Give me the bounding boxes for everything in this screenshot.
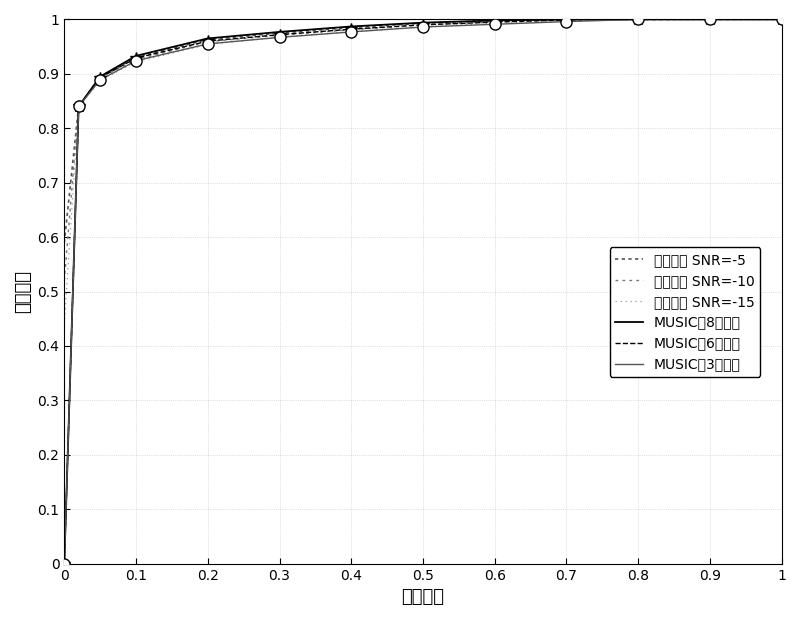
- MUSIC（6阵元）: [490, 19, 499, 26]
- 能量算法 SNR=-5: [203, 36, 213, 43]
- 能量算法 SNR=-10: [634, 16, 643, 23]
- 能量算法 SNR=-5: [562, 16, 571, 23]
- 能量算法 SNR=-5: [95, 73, 105, 80]
- MUSIC（3阵元）: [346, 28, 356, 35]
- MUSIC（3阵元）: [490, 20, 499, 28]
- 能量算法 SNR=-5: [418, 19, 428, 27]
- MUSIC（3阵元）: [418, 24, 428, 31]
- 能量算法 SNR=-10: [203, 38, 213, 45]
- 能量算法 SNR=-10: [274, 32, 284, 39]
- 能量算法 SNR=-15: [274, 33, 284, 41]
- MUSIC（6阵元）: [95, 74, 105, 81]
- 能量算法 SNR=-10: [418, 21, 428, 29]
- MUSIC（8阵元）: [74, 103, 83, 110]
- MUSIC（6阵元）: [274, 31, 284, 38]
- 能量算法 SNR=-15: [59, 321, 69, 328]
- MUSIC（8阵元）: [131, 52, 141, 60]
- MUSIC（8阵元）: [562, 16, 571, 23]
- MUSIC（6阵元）: [705, 16, 714, 23]
- MUSIC（8阵元）: [274, 28, 284, 35]
- MUSIC（8阵元）: [777, 16, 786, 23]
- MUSIC（6阵元）: [418, 21, 428, 29]
- 能量算法 SNR=-5: [74, 103, 83, 110]
- MUSIC（6阵元）: [346, 25, 356, 33]
- 能量算法 SNR=-15: [346, 28, 356, 35]
- 能量算法 SNR=-10: [74, 103, 83, 110]
- 能量算法 SNR=-10: [705, 16, 714, 23]
- MUSIC（3阵元）: [777, 16, 786, 23]
- MUSIC（6阵元）: [634, 16, 643, 23]
- 能量算法 SNR=-15: [418, 24, 428, 31]
- MUSIC（6阵元）: [59, 560, 69, 567]
- 能量算法 SNR=-5: [59, 239, 69, 246]
- 能量算法 SNR=-5: [490, 17, 499, 24]
- 能量算法 SNR=-10: [777, 16, 786, 23]
- Line: MUSIC（8阵元）: MUSIC（8阵元）: [64, 19, 782, 564]
- MUSIC（3阵元）: [562, 18, 571, 25]
- MUSIC（8阵元）: [95, 73, 105, 80]
- Line: 能量算法 SNR=-5: 能量算法 SNR=-5: [64, 19, 782, 242]
- MUSIC（3阵元）: [203, 40, 213, 48]
- 能量算法 SNR=-5: [274, 29, 284, 37]
- Y-axis label: 检测概率: 检测概率: [14, 270, 32, 313]
- MUSIC（6阵元）: [74, 103, 83, 110]
- 能量算法 SNR=-15: [777, 16, 786, 23]
- MUSIC（6阵元）: [562, 16, 571, 24]
- 能量算法 SNR=-5: [705, 16, 714, 23]
- X-axis label: 虚警概率: 虚警概率: [402, 588, 445, 606]
- 能量算法 SNR=-5: [634, 16, 643, 23]
- MUSIC（3阵元）: [634, 16, 643, 23]
- 能量算法 SNR=-15: [705, 16, 714, 23]
- 能量算法 SNR=-5: [131, 54, 141, 61]
- MUSIC（8阵元）: [634, 16, 643, 23]
- Legend: 能量算法 SNR=-5, 能量算法 SNR=-10, 能量算法 SNR=-15, MUSIC（8阵元）, MUSIC（6阵元）, MUSIC（3阵元）: 能量算法 SNR=-5, 能量算法 SNR=-10, 能量算法 SNR=-15,…: [610, 247, 760, 377]
- 能量算法 SNR=-10: [131, 56, 141, 63]
- MUSIC（3阵元）: [705, 16, 714, 23]
- 能量算法 SNR=-15: [634, 16, 643, 23]
- Line: MUSIC（3阵元）: MUSIC（3阵元）: [64, 19, 782, 564]
- MUSIC（8阵元）: [59, 560, 69, 567]
- 能量算法 SNR=-10: [59, 277, 69, 285]
- MUSIC（6阵元）: [203, 37, 213, 45]
- MUSIC（6阵元）: [777, 16, 786, 23]
- 能量算法 SNR=-10: [490, 18, 499, 25]
- MUSIC（3阵元）: [131, 57, 141, 64]
- MUSIC（6阵元）: [131, 55, 141, 62]
- 能量算法 SNR=-10: [562, 16, 571, 23]
- 能量算法 SNR=-15: [74, 103, 83, 110]
- MUSIC（8阵元）: [418, 19, 428, 27]
- 能量算法 SNR=-5: [346, 24, 356, 31]
- MUSIC（3阵元）: [95, 76, 105, 84]
- 能量算法 SNR=-15: [490, 19, 499, 27]
- Line: 能量算法 SNR=-10: 能量算法 SNR=-10: [64, 19, 782, 281]
- 能量算法 SNR=-10: [95, 74, 105, 81]
- MUSIC（8阵元）: [490, 17, 499, 24]
- 能量算法 SNR=-15: [562, 17, 571, 24]
- 能量算法 SNR=-5: [777, 16, 786, 23]
- 能量算法 SNR=-15: [203, 41, 213, 48]
- MUSIC（3阵元）: [274, 33, 284, 41]
- MUSIC（8阵元）: [203, 35, 213, 42]
- MUSIC（3阵元）: [74, 103, 83, 110]
- 能量算法 SNR=-10: [346, 26, 356, 33]
- MUSIC（3阵元）: [59, 560, 69, 567]
- 能量算法 SNR=-15: [131, 58, 141, 66]
- MUSIC（8阵元）: [705, 16, 714, 23]
- MUSIC（8阵元）: [346, 23, 356, 30]
- Line: 能量算法 SNR=-15: 能量算法 SNR=-15: [64, 19, 782, 324]
- Line: MUSIC（6阵元）: MUSIC（6阵元）: [64, 19, 782, 564]
- 能量算法 SNR=-15: [95, 77, 105, 84]
